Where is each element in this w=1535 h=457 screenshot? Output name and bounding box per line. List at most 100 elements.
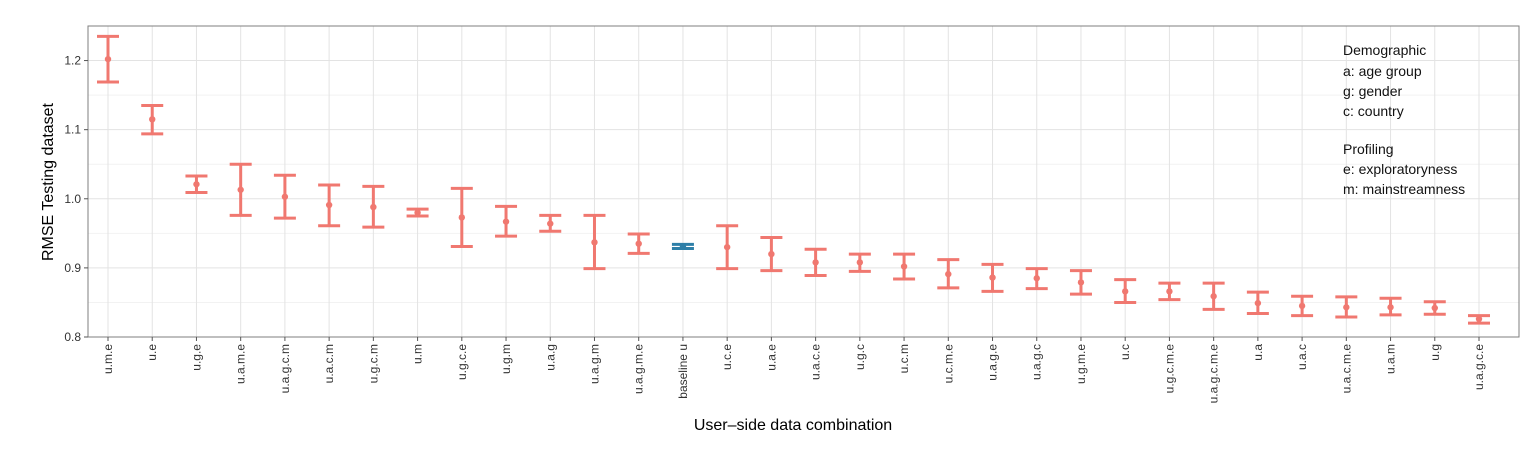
- errorbar-group: [97, 34, 119, 84]
- x-tick-label: u.a.e: [764, 344, 778, 371]
- mean-point: [1254, 299, 1262, 307]
- mean-point: [1166, 288, 1173, 295]
- errorbar-group: [141, 103, 164, 136]
- x-axis-title: User–side data combination: [694, 417, 892, 434]
- x-tick-label: u.a.g.c: [1030, 344, 1044, 380]
- x-tick-label: u.m.e: [101, 344, 115, 374]
- x-tick-label: u.a.g.m.e: [632, 344, 646, 394]
- errorbar-group: [671, 242, 694, 251]
- errorbar-group: [937, 258, 960, 290]
- errorbar-group: [1335, 295, 1358, 319]
- y-tick-label: 1.0: [64, 192, 81, 206]
- x-tick-label: u.a.g.c.e: [1472, 344, 1486, 390]
- mean-point: [104, 55, 112, 63]
- errorbar-group: [627, 232, 650, 255]
- errorbar-group: [716, 224, 739, 271]
- grid-layer: [88, 26, 1519, 338]
- y-tick-label: 1.1: [64, 123, 81, 137]
- errorbar-group: [450, 186, 473, 248]
- x-tick-label: u.g.c.m: [366, 344, 380, 383]
- plot-background: [88, 26, 1519, 337]
- mean-point: [723, 243, 731, 251]
- errorbar-group: [229, 162, 252, 217]
- x-tick-label: u.c.m.e: [941, 344, 955, 384]
- errorbar-group: [273, 173, 296, 220]
- errorbar-group: [804, 247, 827, 277]
- x-tick-label: u.a.g.m: [587, 344, 601, 384]
- mean-point: [1121, 288, 1129, 295]
- x-tick-label: u.g.m.e: [1074, 344, 1088, 384]
- mean-point: [370, 203, 377, 211]
- x-tick-label: u.a.c.m: [322, 344, 336, 383]
- mean-point: [1387, 304, 1394, 311]
- mean-point: [856, 259, 864, 266]
- mean-point: [193, 181, 200, 188]
- mean-point: [149, 116, 156, 123]
- plot-border: [87, 25, 1520, 338]
- x-tick-label: u.a.c.e: [809, 344, 823, 380]
- mean-point: [1210, 293, 1217, 300]
- errorbar-group: [760, 235, 783, 273]
- mean-point: [502, 218, 510, 225]
- x-tick-label: u.a.m: [1384, 344, 1398, 374]
- legend-item-country: c: country: [1343, 103, 1404, 119]
- errorbar-group: [362, 184, 385, 229]
- mean-point: [1298, 302, 1306, 310]
- x-tick-label: u.a.g.e: [986, 344, 1000, 381]
- mean-point: [281, 193, 289, 200]
- x-tick-label: u.m: [411, 344, 425, 364]
- mean-point: [1033, 275, 1040, 282]
- y-tick-label: 0.9: [64, 261, 81, 275]
- x-tick-label: u.c.e: [720, 344, 734, 370]
- errorbar-group: [583, 213, 606, 271]
- legend-item-gender: g: gender: [1343, 83, 1402, 99]
- errorbar-group: [848, 252, 871, 273]
- x-tick-label: u.a.m.e: [234, 344, 248, 384]
- mean-point: [237, 186, 244, 193]
- errorbar-group: [406, 207, 429, 218]
- errorbar-group: [1158, 281, 1181, 302]
- errorbar-group: [1069, 269, 1092, 296]
- marks-layer: [97, 34, 1490, 325]
- mean-point: [945, 270, 952, 278]
- errorbar-group: [495, 204, 518, 238]
- x-tick-label: u.c.m: [897, 344, 911, 373]
- mean-point: [679, 243, 687, 250]
- mean-point: [547, 220, 554, 227]
- x-tick-label: baseline u: [676, 344, 690, 399]
- errorbar-group: [1423, 300, 1446, 316]
- x-tick-label: u.e: [145, 344, 159, 361]
- x-axis: u.m.e u.e u.g.e u.a.m.e u.a.g.c.m u.a.c.m u.g.…: [101, 337, 1486, 403]
- legend-heading-profiling: Profiling: [1343, 141, 1394, 157]
- legend-heading-demographic: Demographic: [1343, 42, 1426, 58]
- errorbar-group: [893, 252, 916, 281]
- errorbar-group: [318, 183, 341, 228]
- y-axis-title: RMSE Testing dataset: [40, 102, 57, 261]
- mean-point: [591, 239, 598, 246]
- x-tick-label: u.a.c: [1295, 344, 1309, 370]
- x-tick-label: u.a.g.c.m.e: [1207, 344, 1221, 404]
- errorbar-group: [539, 213, 562, 233]
- x-tick-label: u.g.m: [499, 344, 513, 374]
- mean-point: [325, 201, 333, 209]
- x-tick-label: u.g.e: [189, 344, 203, 371]
- x-tick-label: u.g.c.m.e: [1162, 344, 1176, 394]
- errorbar-group: [185, 174, 208, 195]
- y-tick-label: 0.8: [64, 330, 81, 344]
- mean-point: [1343, 304, 1350, 311]
- errorbar-group: [1025, 267, 1048, 291]
- x-tick-label: u.g.c: [853, 344, 867, 370]
- mean-point: [458, 214, 466, 221]
- errorbar-group: [1291, 294, 1314, 318]
- x-tick-label: u.a.g.c.m: [278, 344, 292, 393]
- errorbar-group: [1114, 278, 1137, 304]
- y-axis: 0.8 0.9 1.0 1.1 1.2: [64, 54, 88, 344]
- mean-point: [1475, 315, 1483, 323]
- x-tick-label: u.g: [1428, 344, 1442, 361]
- legend-item-exploratoryness: e: exploratoryness: [1343, 161, 1457, 177]
- errorbar-group: [1246, 290, 1269, 316]
- legend-item-age-group: a: age group: [1343, 63, 1422, 79]
- errorbar-group: [1379, 296, 1402, 317]
- x-tick-label: u.g.c.e: [455, 344, 469, 380]
